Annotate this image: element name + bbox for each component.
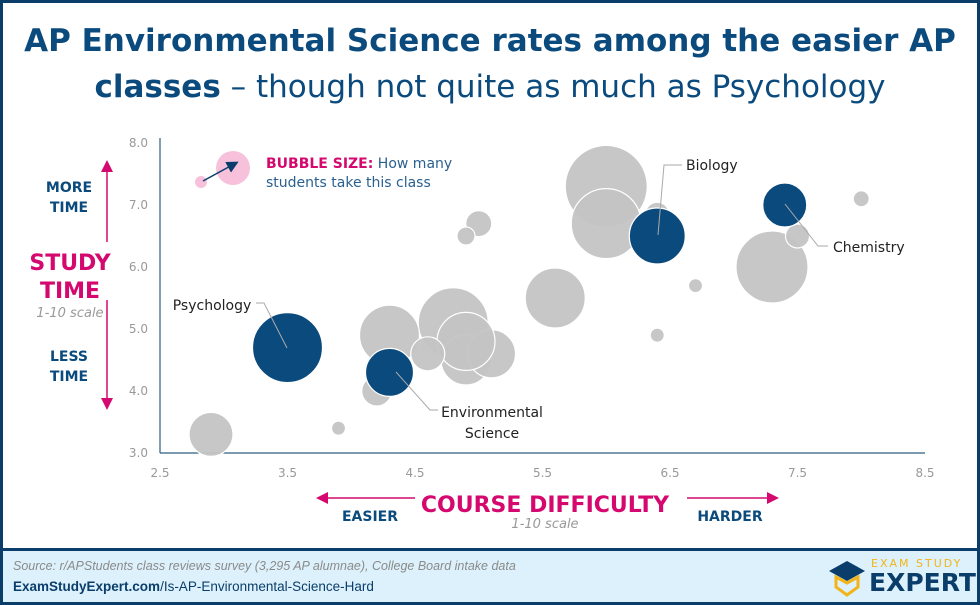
y-tick-label: 7.0	[129, 198, 148, 212]
label-leader-line	[784, 203, 828, 247]
bubble	[735, 230, 809, 304]
title-rest: – though not quite as much as Psychology	[220, 69, 886, 105]
y-tick-label: 8.0	[129, 136, 148, 150]
source-url[interactable]: ExamStudyExpert.com/Is-AP-Environmental-…	[13, 579, 374, 594]
harder-label: HARDER	[697, 509, 763, 525]
bubble	[188, 411, 234, 457]
legend-bubble-large	[216, 151, 250, 185]
legend-arrow	[202, 161, 239, 182]
source-text: Source: r/APStudents class reviews surve…	[13, 559, 516, 573]
bubble-chart: 2.5 3.5 4.5 5.5 6.5 7.5 8.5 3.0 4.0 5.0 6.0 7.0 8.0 P…	[101, 136, 935, 504]
bubble-label: Biology	[686, 158, 738, 174]
y-tick-label: 6.0	[129, 260, 148, 274]
x-tick-label: 3.5	[278, 466, 297, 480]
logo-bottom-text: EXPERT	[869, 568, 976, 597]
x-tick-label: 8.5	[915, 466, 934, 480]
highlight-bubble	[628, 207, 686, 265]
legend-text-line1: BUBBLE SIZE: How many	[266, 156, 452, 172]
title-bold: classes	[94, 69, 221, 105]
y-tick-label: 4.0	[129, 384, 148, 398]
less-time-label: LESS TIME	[49, 349, 89, 385]
bubble	[330, 420, 347, 436]
bubble	[524, 267, 586, 329]
y-tick-label: 3.0	[129, 446, 148, 460]
bubble	[570, 188, 642, 260]
x-tick-label: 2.5	[150, 466, 169, 480]
more-time-label: MORE TIME	[45, 180, 93, 216]
bubble	[436, 311, 496, 371]
x-tick-label: 6.5	[660, 466, 679, 480]
legend-text-line2: students take this class	[266, 175, 431, 191]
bubble	[649, 327, 665, 343]
highlight-bubble	[762, 182, 808, 228]
bubble-label: Psychology	[173, 298, 252, 314]
bubble	[456, 226, 476, 246]
y-axis-scale: 1-10 scale	[36, 306, 104, 321]
highlight-bubble	[364, 347, 415, 397]
x-tick-label: 7.5	[788, 466, 807, 480]
label-leader-line	[657, 164, 682, 236]
highlight-bubble	[251, 312, 324, 384]
bubble	[784, 223, 811, 249]
legend-bubble-small	[195, 176, 207, 188]
x-axis-scale: 1-10 scale	[511, 517, 579, 532]
y-axis-label: STUDY TIME	[29, 251, 111, 304]
x-tick-label: 5.5	[533, 466, 552, 480]
x-tick-label: 4.5	[405, 466, 424, 480]
footer: Source: r/APStudents class reviews surve…	[3, 548, 977, 602]
chart-title: AP Environmental Science rates among the…	[0, 18, 980, 110]
bubble-label: Chemistry	[833, 240, 905, 256]
x-axis-label: COURSE DIFFICULTY	[420, 493, 670, 518]
bubble	[410, 336, 446, 372]
title-line1: AP Environmental Science rates among the…	[24, 23, 956, 59]
bubble-label: Environmental	[441, 405, 543, 421]
bubble-label: Science	[465, 426, 519, 442]
y-tick-label: 5.0	[129, 322, 148, 336]
bubble	[852, 190, 870, 208]
bubble	[687, 278, 704, 294]
logo: EXAM STUDY EXPERT	[825, 555, 976, 599]
graduation-cap-icon	[829, 561, 865, 597]
label-leader-line	[256, 302, 288, 349]
label-leader-line	[395, 371, 438, 411]
easier-label: EASIER	[341, 509, 399, 525]
logo-top-text: EXAM STUDY	[871, 557, 963, 570]
